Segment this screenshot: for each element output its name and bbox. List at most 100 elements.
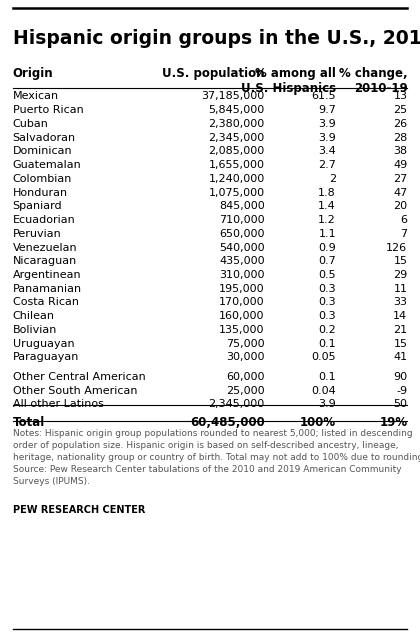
- Text: Panamanian: Panamanian: [13, 284, 82, 294]
- Text: U.S. population: U.S. population: [162, 67, 265, 80]
- Text: 27: 27: [393, 174, 407, 184]
- Text: 1.1: 1.1: [318, 229, 336, 239]
- Text: 1.4: 1.4: [318, 201, 336, 212]
- Text: Argentinean: Argentinean: [13, 270, 81, 280]
- Text: 126: 126: [386, 242, 407, 252]
- Text: Origin: Origin: [13, 67, 53, 80]
- Text: 1,075,000: 1,075,000: [208, 188, 265, 197]
- Text: Total: Total: [13, 417, 45, 429]
- Text: 0.7: 0.7: [318, 256, 336, 266]
- Text: 21: 21: [393, 325, 407, 335]
- Text: 2,345,000: 2,345,000: [208, 399, 265, 410]
- Text: 3.4: 3.4: [318, 146, 336, 157]
- Text: 2.7: 2.7: [318, 160, 336, 170]
- Text: 0.05: 0.05: [311, 353, 336, 362]
- Text: Honduran: Honduran: [13, 188, 68, 197]
- Text: Mexican: Mexican: [13, 91, 59, 102]
- Text: 49: 49: [393, 160, 407, 170]
- Text: 2,085,000: 2,085,000: [208, 146, 265, 157]
- Text: 38: 38: [393, 146, 407, 157]
- Text: Uruguayan: Uruguayan: [13, 339, 74, 349]
- Text: Nicaraguan: Nicaraguan: [13, 256, 77, 266]
- Text: 2,345,000: 2,345,000: [208, 133, 265, 142]
- Text: All other Latinos: All other Latinos: [13, 399, 103, 410]
- Text: 60,000: 60,000: [226, 372, 265, 382]
- Text: 0.1: 0.1: [318, 339, 336, 349]
- Text: 2: 2: [329, 174, 336, 184]
- Text: 14: 14: [393, 311, 407, 321]
- Text: 30,000: 30,000: [226, 353, 265, 362]
- Text: Costa Rican: Costa Rican: [13, 298, 79, 307]
- Text: 435,000: 435,000: [219, 256, 265, 266]
- Text: 3.9: 3.9: [318, 133, 336, 142]
- Text: 15: 15: [394, 256, 407, 266]
- Text: PEW RESEARCH CENTER: PEW RESEARCH CENTER: [13, 505, 145, 515]
- Text: 37,185,000: 37,185,000: [201, 91, 265, 102]
- Text: Notes: Hispanic origin group populations rounded to nearest 5,000; listed in des: Notes: Hispanic origin group populations…: [13, 429, 420, 486]
- Text: 0.3: 0.3: [318, 298, 336, 307]
- Text: Guatemalan: Guatemalan: [13, 160, 81, 170]
- Text: 170,000: 170,000: [219, 298, 265, 307]
- Text: 7: 7: [400, 229, 407, 239]
- Text: 195,000: 195,000: [219, 284, 265, 294]
- Text: % among all
U.S. Hispanics: % among all U.S. Hispanics: [241, 67, 336, 95]
- Text: Cuban: Cuban: [13, 119, 48, 129]
- Text: 3.9: 3.9: [318, 399, 336, 410]
- Text: 19%: 19%: [379, 417, 407, 429]
- Text: 650,000: 650,000: [219, 229, 265, 239]
- Text: Ecuadorian: Ecuadorian: [13, 215, 75, 225]
- Text: 0.2: 0.2: [318, 325, 336, 335]
- Text: 28: 28: [393, 133, 407, 142]
- Text: Venezuelan: Venezuelan: [13, 242, 77, 252]
- Text: 29: 29: [393, 270, 407, 280]
- Text: 5,845,000: 5,845,000: [208, 105, 265, 115]
- Text: 540,000: 540,000: [219, 242, 265, 252]
- Text: Colombian: Colombian: [13, 174, 72, 184]
- Text: 61.5: 61.5: [311, 91, 336, 102]
- Text: 0.9: 0.9: [318, 242, 336, 252]
- Text: 26: 26: [393, 119, 407, 129]
- Text: Puerto Rican: Puerto Rican: [13, 105, 83, 115]
- Text: 33: 33: [394, 298, 407, 307]
- Text: 2,380,000: 2,380,000: [208, 119, 265, 129]
- Text: 25: 25: [393, 105, 407, 115]
- Text: -9: -9: [396, 385, 407, 396]
- Text: 135,000: 135,000: [219, 325, 265, 335]
- Text: 1,655,000: 1,655,000: [209, 160, 265, 170]
- Text: 1.8: 1.8: [318, 188, 336, 197]
- Text: 845,000: 845,000: [219, 201, 265, 212]
- Text: 41: 41: [393, 353, 407, 362]
- Text: Peruvian: Peruvian: [13, 229, 61, 239]
- Text: 20: 20: [393, 201, 407, 212]
- Text: 6: 6: [400, 215, 407, 225]
- Text: 75,000: 75,000: [226, 339, 265, 349]
- Text: 1.2: 1.2: [318, 215, 336, 225]
- Text: 60,485,000: 60,485,000: [190, 417, 265, 429]
- Text: % change,
2010-19: % change, 2010-19: [339, 67, 407, 95]
- Text: 15: 15: [394, 339, 407, 349]
- Text: 25,000: 25,000: [226, 385, 265, 396]
- Text: Dominican: Dominican: [13, 146, 72, 157]
- Text: 0.3: 0.3: [318, 311, 336, 321]
- Text: Bolivian: Bolivian: [13, 325, 57, 335]
- Text: Other South American: Other South American: [13, 385, 137, 396]
- Text: 13: 13: [394, 91, 407, 102]
- Text: 1,240,000: 1,240,000: [208, 174, 265, 184]
- Text: Chilean: Chilean: [13, 311, 55, 321]
- Text: Salvadoran: Salvadoran: [13, 133, 76, 142]
- Text: Spaniard: Spaniard: [13, 201, 62, 212]
- Text: Hispanic origin groups in the U.S., 2019: Hispanic origin groups in the U.S., 2019: [13, 29, 420, 48]
- Text: 3.9: 3.9: [318, 119, 336, 129]
- Text: 310,000: 310,000: [219, 270, 265, 280]
- Text: Paraguayan: Paraguayan: [13, 353, 79, 362]
- Text: Other Central American: Other Central American: [13, 372, 145, 382]
- Text: 100%: 100%: [300, 417, 336, 429]
- Text: 50: 50: [394, 399, 407, 410]
- Text: 0.3: 0.3: [318, 284, 336, 294]
- Text: 160,000: 160,000: [219, 311, 265, 321]
- Text: 47: 47: [393, 188, 407, 197]
- Text: 0.1: 0.1: [318, 372, 336, 382]
- Text: 9.7: 9.7: [318, 105, 336, 115]
- Text: 710,000: 710,000: [219, 215, 265, 225]
- Text: 90: 90: [393, 372, 407, 382]
